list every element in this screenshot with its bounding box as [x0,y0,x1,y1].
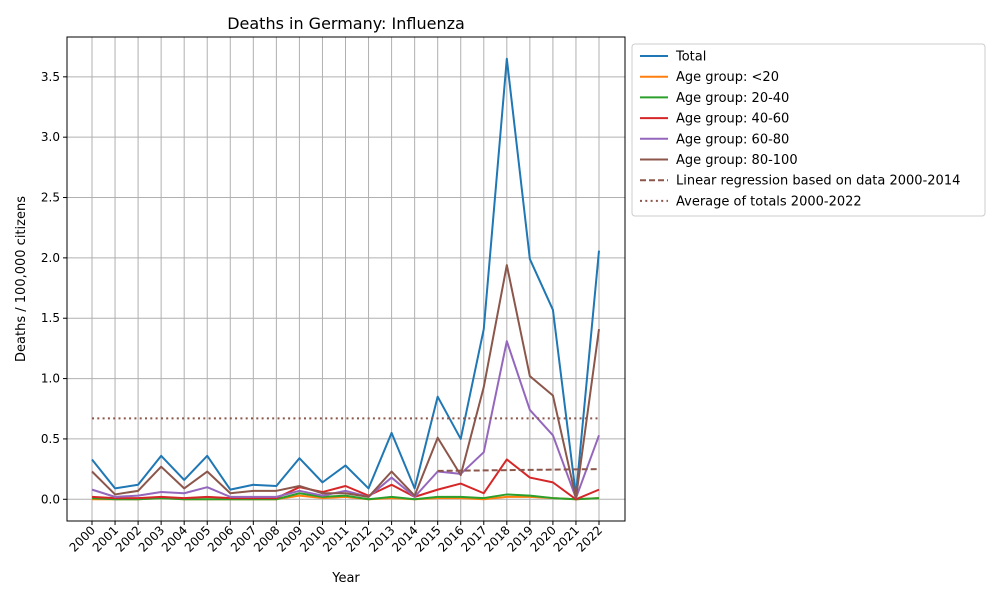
x-axis-label: Year [331,571,360,586]
y-tick-label: 1.5 [41,311,60,325]
x-tick-label: 2001 [90,523,121,554]
series-line-4 [91,340,600,500]
x-tick-label: 2021 [551,523,582,554]
x-tick-label: 2014 [389,523,420,554]
series-line-5 [91,264,600,500]
legend-entry: Age group: 60-80 [676,132,789,147]
x-tick-label: 2018 [481,523,512,554]
x-tick-label: 2007 [228,523,259,554]
legend-box [631,43,986,217]
x-tick-label: 2022 [574,523,605,554]
x-tick-label: 2009 [274,523,305,554]
x-tick-label: 2016 [435,523,466,554]
x-tick-label: 2004 [159,523,190,554]
x-tick-label: 2008 [251,523,282,554]
x-tick-label: 2015 [412,523,443,554]
x-tick-label: 2003 [136,523,167,554]
x-tick-label: 2012 [343,523,374,554]
legend-entry: Linear regression based on data 2000-201… [676,174,960,189]
series-line-3 [91,458,600,501]
y-tick-label: 0.0 [41,492,60,506]
y-tick-label: 1.0 [41,372,60,386]
x-tick-label: 2013 [366,523,397,554]
series-line-0 [91,57,600,497]
legend-entry: Age group: 80-100 [676,153,798,168]
x-tick-label: 2019 [504,523,535,554]
y-tick-label: 2.0 [41,251,60,265]
x-tick-label: 2002 [113,523,144,554]
x-tick-label: 2010 [297,523,328,554]
legend-entry: Age group: <20 [676,70,779,85]
x-tick-label: 2020 [528,523,559,554]
x-tick-label: 2017 [458,523,489,554]
series-line-2 [91,492,600,501]
y-tick-label: 3.5 [41,70,60,84]
x-tick-label: 2011 [320,523,351,554]
y-tick-label: 2.5 [41,191,60,205]
legend-entry: Age group: 20-40 [676,91,789,106]
x-tick-label: 2000 [67,523,98,554]
x-tick-label: 2005 [182,523,213,554]
legend-entry: Age group: 40-60 [676,112,789,127]
legend-entry: Total [675,50,706,65]
legend: Total Age group: <20 Age group: 20-40 Age g… [631,43,986,217]
x-tick-label: 2006 [205,523,236,554]
y-tick-label: 0.5 [41,432,60,446]
y-tick-label: 3.0 [41,130,60,144]
y-axis-label: Deaths / 100,000 citizens [14,196,29,362]
legend-entry: Average of totals 2000-2022 [676,194,862,209]
chart-title: Deaths in Germany: Influenza [227,14,465,33]
